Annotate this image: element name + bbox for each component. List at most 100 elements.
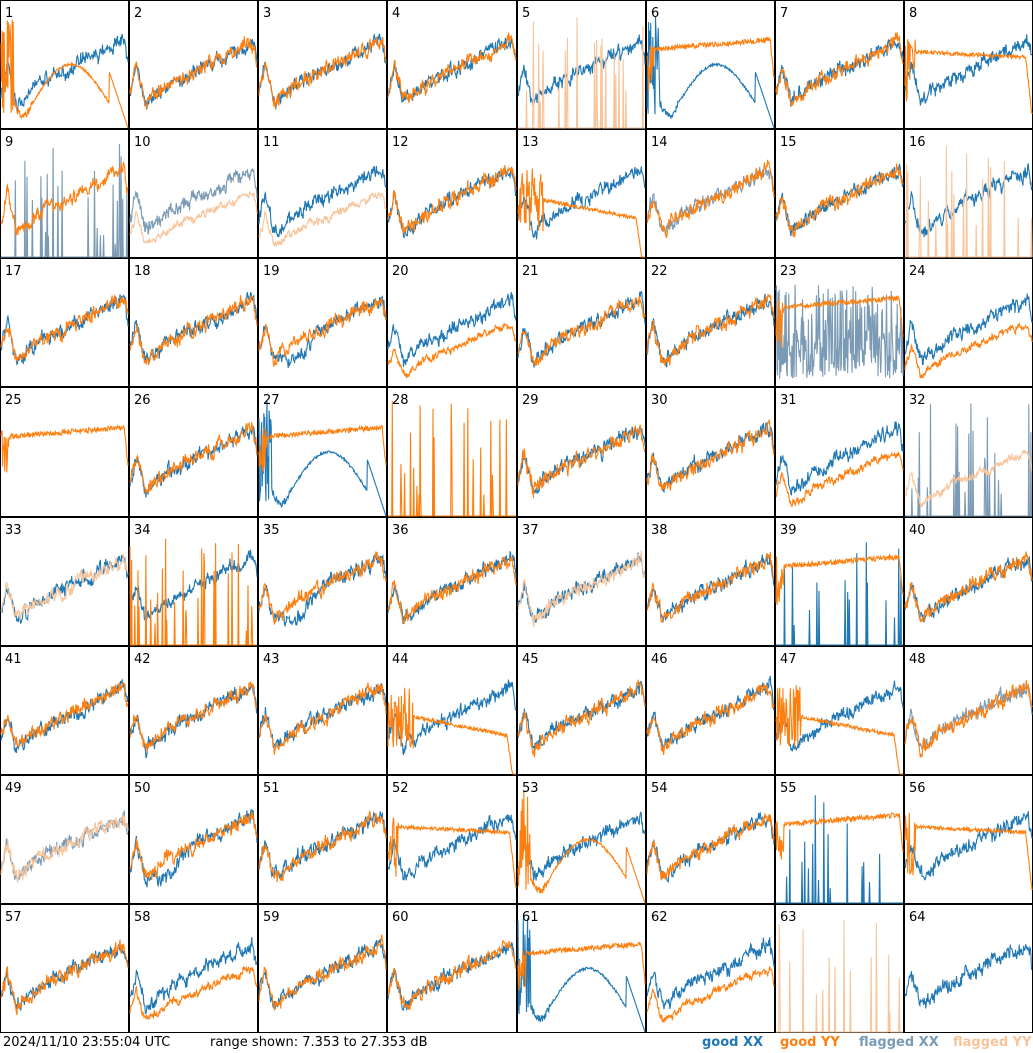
tile-frame xyxy=(0,258,129,387)
tile-46: 46 xyxy=(646,646,775,775)
tile-label: 27 xyxy=(263,393,280,408)
tile-label: 35 xyxy=(263,523,280,538)
tile-36: 36 xyxy=(387,517,517,646)
series-yy-24 xyxy=(904,321,1033,379)
tile-label: 64 xyxy=(909,910,926,925)
tile-frame xyxy=(258,646,387,775)
series-xx-44 xyxy=(387,679,517,756)
tile-label: 20 xyxy=(392,264,409,279)
tile-frame xyxy=(646,775,775,904)
tile-33: 33 xyxy=(0,517,129,646)
tile-label: 19 xyxy=(263,264,280,279)
series-yy-33 xyxy=(0,553,129,620)
series-xx-10 xyxy=(129,167,258,235)
series-xx-6 xyxy=(646,16,775,129)
tile-15: 15 xyxy=(775,129,904,258)
series-yy-57 xyxy=(0,939,129,1016)
tile-label: 39 xyxy=(780,523,797,538)
tile-21: 21 xyxy=(517,258,646,387)
tile-frame xyxy=(775,258,904,387)
series-xx-27 xyxy=(258,401,387,517)
tile-frame xyxy=(129,387,258,517)
tile-49: 49 xyxy=(0,775,129,904)
tile-frame xyxy=(387,517,517,646)
tile-61: 61 xyxy=(517,904,646,1033)
tile-label: 30 xyxy=(651,393,668,408)
series-xx-58 xyxy=(129,937,258,1015)
timestamp: 2024/11/10 23:55:04 UTC xyxy=(3,1035,171,1050)
tile-51: 51 xyxy=(258,775,387,904)
tile-frame xyxy=(258,904,387,1033)
series-yy-50 xyxy=(129,811,258,880)
tile-5: 5 xyxy=(517,0,646,129)
tile-frame xyxy=(646,258,775,387)
tile-label: 6 xyxy=(651,6,659,21)
tile-12: 12 xyxy=(387,129,517,258)
tile-frame xyxy=(517,129,646,258)
series-yy-59 xyxy=(258,934,387,1011)
tile-39: 39 xyxy=(775,517,904,646)
tile-label: 33 xyxy=(5,523,22,538)
series-xx-53 xyxy=(517,811,646,881)
series-yy-55 xyxy=(775,811,904,860)
tile-frame xyxy=(517,517,646,646)
footer: 2024/11/10 23:55:04 UTC range shown: 7.3… xyxy=(0,1033,1033,1053)
series-yy-41 xyxy=(0,682,129,749)
tile-label: 12 xyxy=(392,135,409,150)
series-yy-13 xyxy=(517,168,645,258)
tile-label: 23 xyxy=(780,264,797,279)
series-yy-48 xyxy=(904,679,1033,758)
series-xx-55 xyxy=(776,795,903,904)
series-xx-8 xyxy=(904,34,1032,106)
tile-37: 37 xyxy=(517,517,646,646)
tile-frame xyxy=(0,129,129,258)
series-yy-39 xyxy=(775,553,904,606)
series-yy-58 xyxy=(129,966,258,1020)
series-yy-29 xyxy=(517,424,646,499)
tile-frame xyxy=(517,775,646,904)
tile-label: 62 xyxy=(651,910,668,925)
tile-57: 57 xyxy=(0,904,129,1033)
tile-label: 56 xyxy=(909,781,926,796)
range-label: range shown: 7.353 to 27.353 dB xyxy=(210,1035,428,1050)
tile-55: 55 xyxy=(775,775,904,904)
tile-label: 24 xyxy=(909,264,926,279)
tile-label: 1 xyxy=(5,6,13,21)
series-xx-64 xyxy=(904,944,1033,1009)
tile-label: 31 xyxy=(780,393,797,408)
tile-label: 50 xyxy=(134,781,151,796)
tile-frame xyxy=(904,0,1033,129)
series-yy-53 xyxy=(517,790,646,904)
series-yy-23 xyxy=(775,294,904,348)
tile-label: 53 xyxy=(522,781,539,796)
tile-label: 48 xyxy=(909,652,926,667)
tile-label: 51 xyxy=(263,781,280,796)
tile-frame xyxy=(646,904,775,1033)
tile-52: 52 xyxy=(387,775,517,904)
tile-label: 16 xyxy=(909,135,926,150)
tile-label: 15 xyxy=(780,135,797,150)
series-yy-7 xyxy=(775,32,904,107)
series-yy-22 xyxy=(646,294,775,367)
tile-label: 52 xyxy=(392,781,409,796)
series-yy-46 xyxy=(646,683,775,756)
series-yy-38 xyxy=(646,552,775,624)
tile-56: 56 xyxy=(904,775,1033,904)
tile-32: 32 xyxy=(904,387,1033,517)
tile-53: 53 xyxy=(517,775,646,904)
tile-label: 28 xyxy=(392,393,409,408)
tile-frame xyxy=(387,0,517,129)
tile-frame xyxy=(517,904,646,1033)
tile-45: 45 xyxy=(517,646,646,775)
tile-9: 9 xyxy=(0,129,129,258)
tile-11: 11 xyxy=(258,129,387,258)
tile-frame xyxy=(258,258,387,387)
tile-label: 57 xyxy=(5,910,22,925)
tile-frame xyxy=(129,129,258,258)
tile-24: 24 xyxy=(904,258,1033,387)
tile-frame xyxy=(775,646,904,775)
tile-23: 23 xyxy=(775,258,904,387)
tile-frame xyxy=(646,129,775,258)
tile-frame xyxy=(258,775,387,904)
